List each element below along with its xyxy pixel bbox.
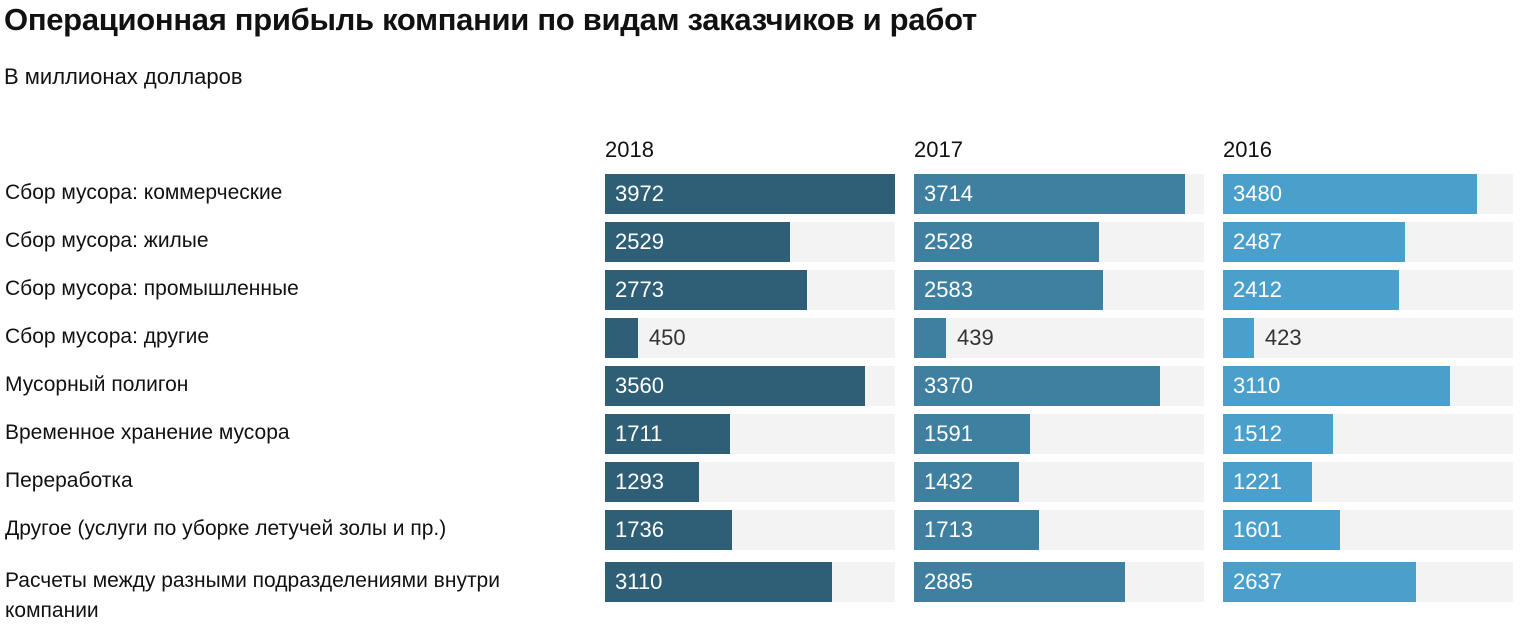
data-label: 3110 — [1233, 373, 1281, 398]
data-label: 1713 — [924, 517, 973, 542]
data-label: 1512 — [1233, 421, 1282, 446]
bar — [605, 366, 865, 406]
data-label: 1711 — [615, 421, 663, 446]
chart-title: Операционная прибыль компании по видам з… — [4, 2, 977, 37]
bar — [914, 510, 1040, 550]
bar — [605, 462, 700, 502]
bar-track: 1713 — [914, 510, 1204, 550]
bar — [1223, 366, 1451, 406]
bar-track: 2529 — [605, 222, 895, 262]
category-label: Сбор мусора: коммерческие — [5, 181, 283, 204]
bar — [605, 510, 732, 550]
bar — [1223, 562, 1416, 602]
data-label: 2529 — [615, 229, 664, 254]
data-label: 2487 — [1233, 229, 1282, 254]
bar — [605, 562, 833, 602]
bar-track: 2885 — [914, 562, 1204, 602]
bar-track: 3480 — [1223, 174, 1513, 214]
data-label: 2637 — [1233, 569, 1282, 594]
data-label: 2528 — [924, 229, 973, 254]
bar-track: 1293 — [605, 462, 895, 502]
data-label: 439 — [957, 325, 994, 350]
bar-track: 2487 — [1223, 222, 1513, 262]
bar — [914, 222, 1099, 262]
data-label: 1432 — [924, 469, 973, 494]
data-label: 1293 — [615, 469, 664, 494]
category-label: Расчеты между разными подразделениями вн… — [5, 569, 500, 622]
bar — [605, 414, 730, 454]
bar-track: 3972 — [605, 174, 895, 214]
category-label: Другое (услуги по уборке летучей золы и … — [5, 517, 447, 540]
bar — [914, 462, 1019, 502]
bar-track: 1221 — [1223, 462, 1513, 502]
year-header: 2018 — [605, 137, 654, 162]
bar-track: 2773 — [605, 270, 895, 310]
category-label: Сбор мусора: промышленные — [5, 277, 299, 300]
bar-track: 3714 — [914, 174, 1204, 214]
data-label: 3972 — [615, 181, 664, 206]
bar-track: 439 — [914, 318, 1204, 358]
bar-track: 2583 — [914, 270, 1204, 310]
data-label: 3480 — [1233, 181, 1282, 206]
bar — [914, 174, 1186, 214]
category-label: Временное хранение мусора — [5, 421, 290, 444]
bar — [1223, 174, 1478, 214]
category-label: Сбор мусора: жилые — [5, 229, 209, 252]
bar — [914, 414, 1031, 454]
bar-track: 3560 — [605, 366, 895, 406]
bar-track: 1601 — [1223, 510, 1513, 550]
data-label: 3110 — [615, 569, 663, 594]
data-label: 2773 — [615, 277, 664, 302]
bar — [605, 222, 790, 262]
bar — [914, 562, 1125, 602]
bar-track: 1512 — [1223, 414, 1513, 454]
bar — [914, 318, 947, 358]
bar-track: 1736 — [605, 510, 895, 550]
bar-track: 450 — [605, 318, 895, 358]
chart-subtitle: В миллионах долларов — [4, 64, 243, 89]
data-label: 3560 — [615, 373, 664, 398]
bar-track: 1432 — [914, 462, 1204, 502]
year-header: 2017 — [914, 137, 963, 162]
bar-track: 1591 — [914, 414, 1204, 454]
data-label: 3370 — [924, 373, 973, 398]
category-label: Переработка — [5, 469, 133, 492]
bar-track: 2528 — [914, 222, 1204, 262]
bar — [1223, 222, 1405, 262]
category-label: Мусорный полигон — [5, 373, 189, 396]
category-label: Сбор мусора: другие — [5, 325, 210, 348]
data-label: 2583 — [924, 277, 973, 302]
bar-track: 3370 — [914, 366, 1204, 406]
bar — [1223, 510, 1340, 550]
bar-track: 423 — [1223, 318, 1513, 358]
data-label: 2412 — [1233, 277, 1282, 302]
bar — [605, 318, 638, 358]
bar-track: 3110 — [1223, 366, 1513, 406]
data-label: 1601 — [1233, 517, 1282, 542]
data-label: 450 — [648, 325, 686, 350]
data-label: 1221 — [1233, 469, 1282, 494]
bar — [914, 270, 1103, 310]
data-label: 1591 — [924, 421, 973, 446]
bar-track: 2637 — [1223, 562, 1513, 602]
data-label: 423 — [1264, 325, 1302, 350]
bar — [605, 174, 895, 214]
data-label: 1736 — [615, 517, 664, 542]
bar — [1223, 462, 1313, 502]
bar — [1223, 270, 1400, 310]
bar-track: 1711 — [605, 414, 895, 454]
data-label: 2885 — [924, 569, 973, 594]
year-header: 2016 — [1223, 137, 1272, 162]
bar — [605, 270, 808, 310]
bar — [1223, 318, 1254, 358]
bar — [914, 366, 1161, 406]
bar-track: 3110 — [605, 562, 895, 602]
bar-track: 2412 — [1223, 270, 1513, 310]
data-label: 3714 — [924, 181, 973, 206]
bar — [1223, 414, 1334, 454]
